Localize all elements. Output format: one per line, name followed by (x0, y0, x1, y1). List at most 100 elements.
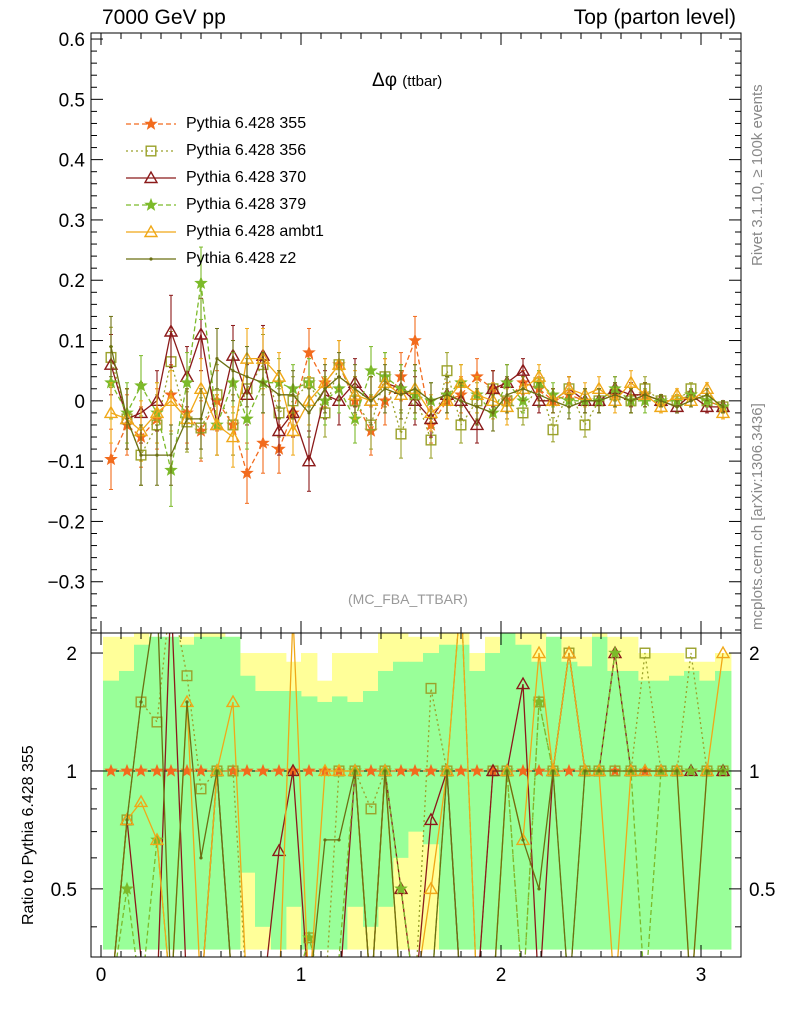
data-point (193, 327, 209, 340)
ratio-band-green (546, 636, 562, 950)
data-point (285, 423, 301, 437)
ratio-tick-label: 0.5 (51, 880, 77, 901)
ratio-band-green (469, 670, 486, 950)
ratio-point (194, 763, 208, 777)
ratio-tick-label: 1 (749, 762, 760, 783)
data-point (521, 387, 525, 391)
ratio-point (505, 769, 509, 773)
legend-entry: Pythia 6.428 355 (122, 112, 422, 139)
ratio-point (705, 769, 709, 773)
legend: Pythia 6.428 355 Pythia 6.428 356 Pythia 6… (122, 112, 422, 274)
data-point (323, 387, 327, 391)
ratio-band-green (454, 644, 470, 950)
y-tick-label: 0.2 (59, 271, 85, 292)
plot-title-sub: (ttbar) (402, 73, 443, 90)
ratio-point (537, 887, 541, 891)
data-point (383, 387, 387, 391)
data-point (399, 393, 403, 397)
data-point (623, 375, 639, 388)
y-tick-label: −0.2 (47, 512, 85, 533)
data-point (699, 399, 715, 413)
data-point (547, 424, 559, 436)
ratio-tick-label: 1 (66, 762, 77, 783)
ratio-point (225, 694, 241, 708)
legend-swatch (126, 116, 176, 130)
ratio-point (150, 763, 164, 777)
ratio-point (149, 832, 165, 846)
y-tick-label: −0.1 (47, 452, 85, 473)
series-line (110, 283, 724, 471)
data-point (302, 345, 316, 359)
data-point (721, 405, 725, 409)
ratio-point (302, 763, 316, 777)
data-point (271, 423, 287, 437)
data-point (307, 411, 311, 415)
data-point (139, 453, 143, 457)
data-point (441, 365, 453, 377)
ratio-band-green (638, 680, 654, 950)
ratio-point (425, 682, 437, 694)
data-point (225, 429, 241, 443)
data-point (413, 387, 417, 391)
ratio-point (181, 670, 193, 682)
data-point (240, 466, 254, 480)
data-point (180, 375, 194, 389)
data-point (261, 381, 265, 385)
legend-swatch (126, 145, 176, 157)
ratio-point (365, 803, 377, 815)
data-point (337, 375, 341, 379)
ratio-point (562, 763, 576, 777)
legend-marker (144, 116, 158, 130)
ratio-band-green (607, 670, 624, 950)
data-point (277, 393, 281, 397)
legend-entry: Pythia 6.428 370 (122, 166, 422, 193)
data-point (149, 405, 165, 419)
ratio-point (125, 818, 129, 822)
ratio-band-green (149, 636, 165, 950)
ratio-point (180, 763, 194, 777)
ratio-frame (90, 632, 742, 958)
ratio-line (113, 633, 723, 957)
ratio-point (532, 763, 546, 777)
ratio-point (394, 881, 408, 895)
data-point (515, 363, 531, 376)
series-5-ratio (113, 633, 725, 957)
ratio-bands (103, 633, 732, 950)
series-5-main (109, 315, 725, 486)
data-point (551, 399, 555, 403)
y-tick-label: 0.6 (59, 30, 85, 51)
data-point (459, 399, 463, 403)
ratio-point (408, 763, 422, 777)
ratio-tick-label: 2 (66, 644, 77, 665)
ratio-band-green (103, 680, 120, 950)
data-point (561, 381, 577, 394)
ratio-point (337, 838, 341, 842)
analysis-watermark: (MC_FBA_TTBAR) (348, 591, 468, 607)
data-point (194, 276, 208, 290)
ratio-point (515, 676, 531, 690)
ratio-band-green (301, 696, 318, 950)
x-tick-label: 1 (296, 965, 307, 986)
process-label: Top (parton level) (573, 6, 736, 29)
ratio-point (623, 763, 639, 777)
ratio-band-green (715, 670, 732, 950)
legend-label: Pythia 6.428 355 (186, 115, 307, 132)
data-point (689, 399, 693, 403)
ratio-point (227, 765, 239, 777)
ratio-line (113, 633, 724, 957)
ratio-point (613, 769, 617, 773)
legend-label: Pythia 6.428 379 (186, 196, 307, 213)
energy-label: 7000 GeV pp (102, 6, 226, 29)
ratio-point (423, 881, 439, 895)
ratio-band-green (423, 653, 440, 845)
ratio-point (331, 763, 347, 777)
ratio-band-green (225, 636, 241, 950)
legend-marker (143, 170, 159, 184)
ratio-point (551, 769, 555, 773)
legend-swatch (126, 224, 176, 238)
data-point (291, 393, 295, 397)
x-tick-label: 2 (496, 965, 507, 986)
data-point (653, 399, 669, 413)
series-0-main (104, 315, 730, 504)
